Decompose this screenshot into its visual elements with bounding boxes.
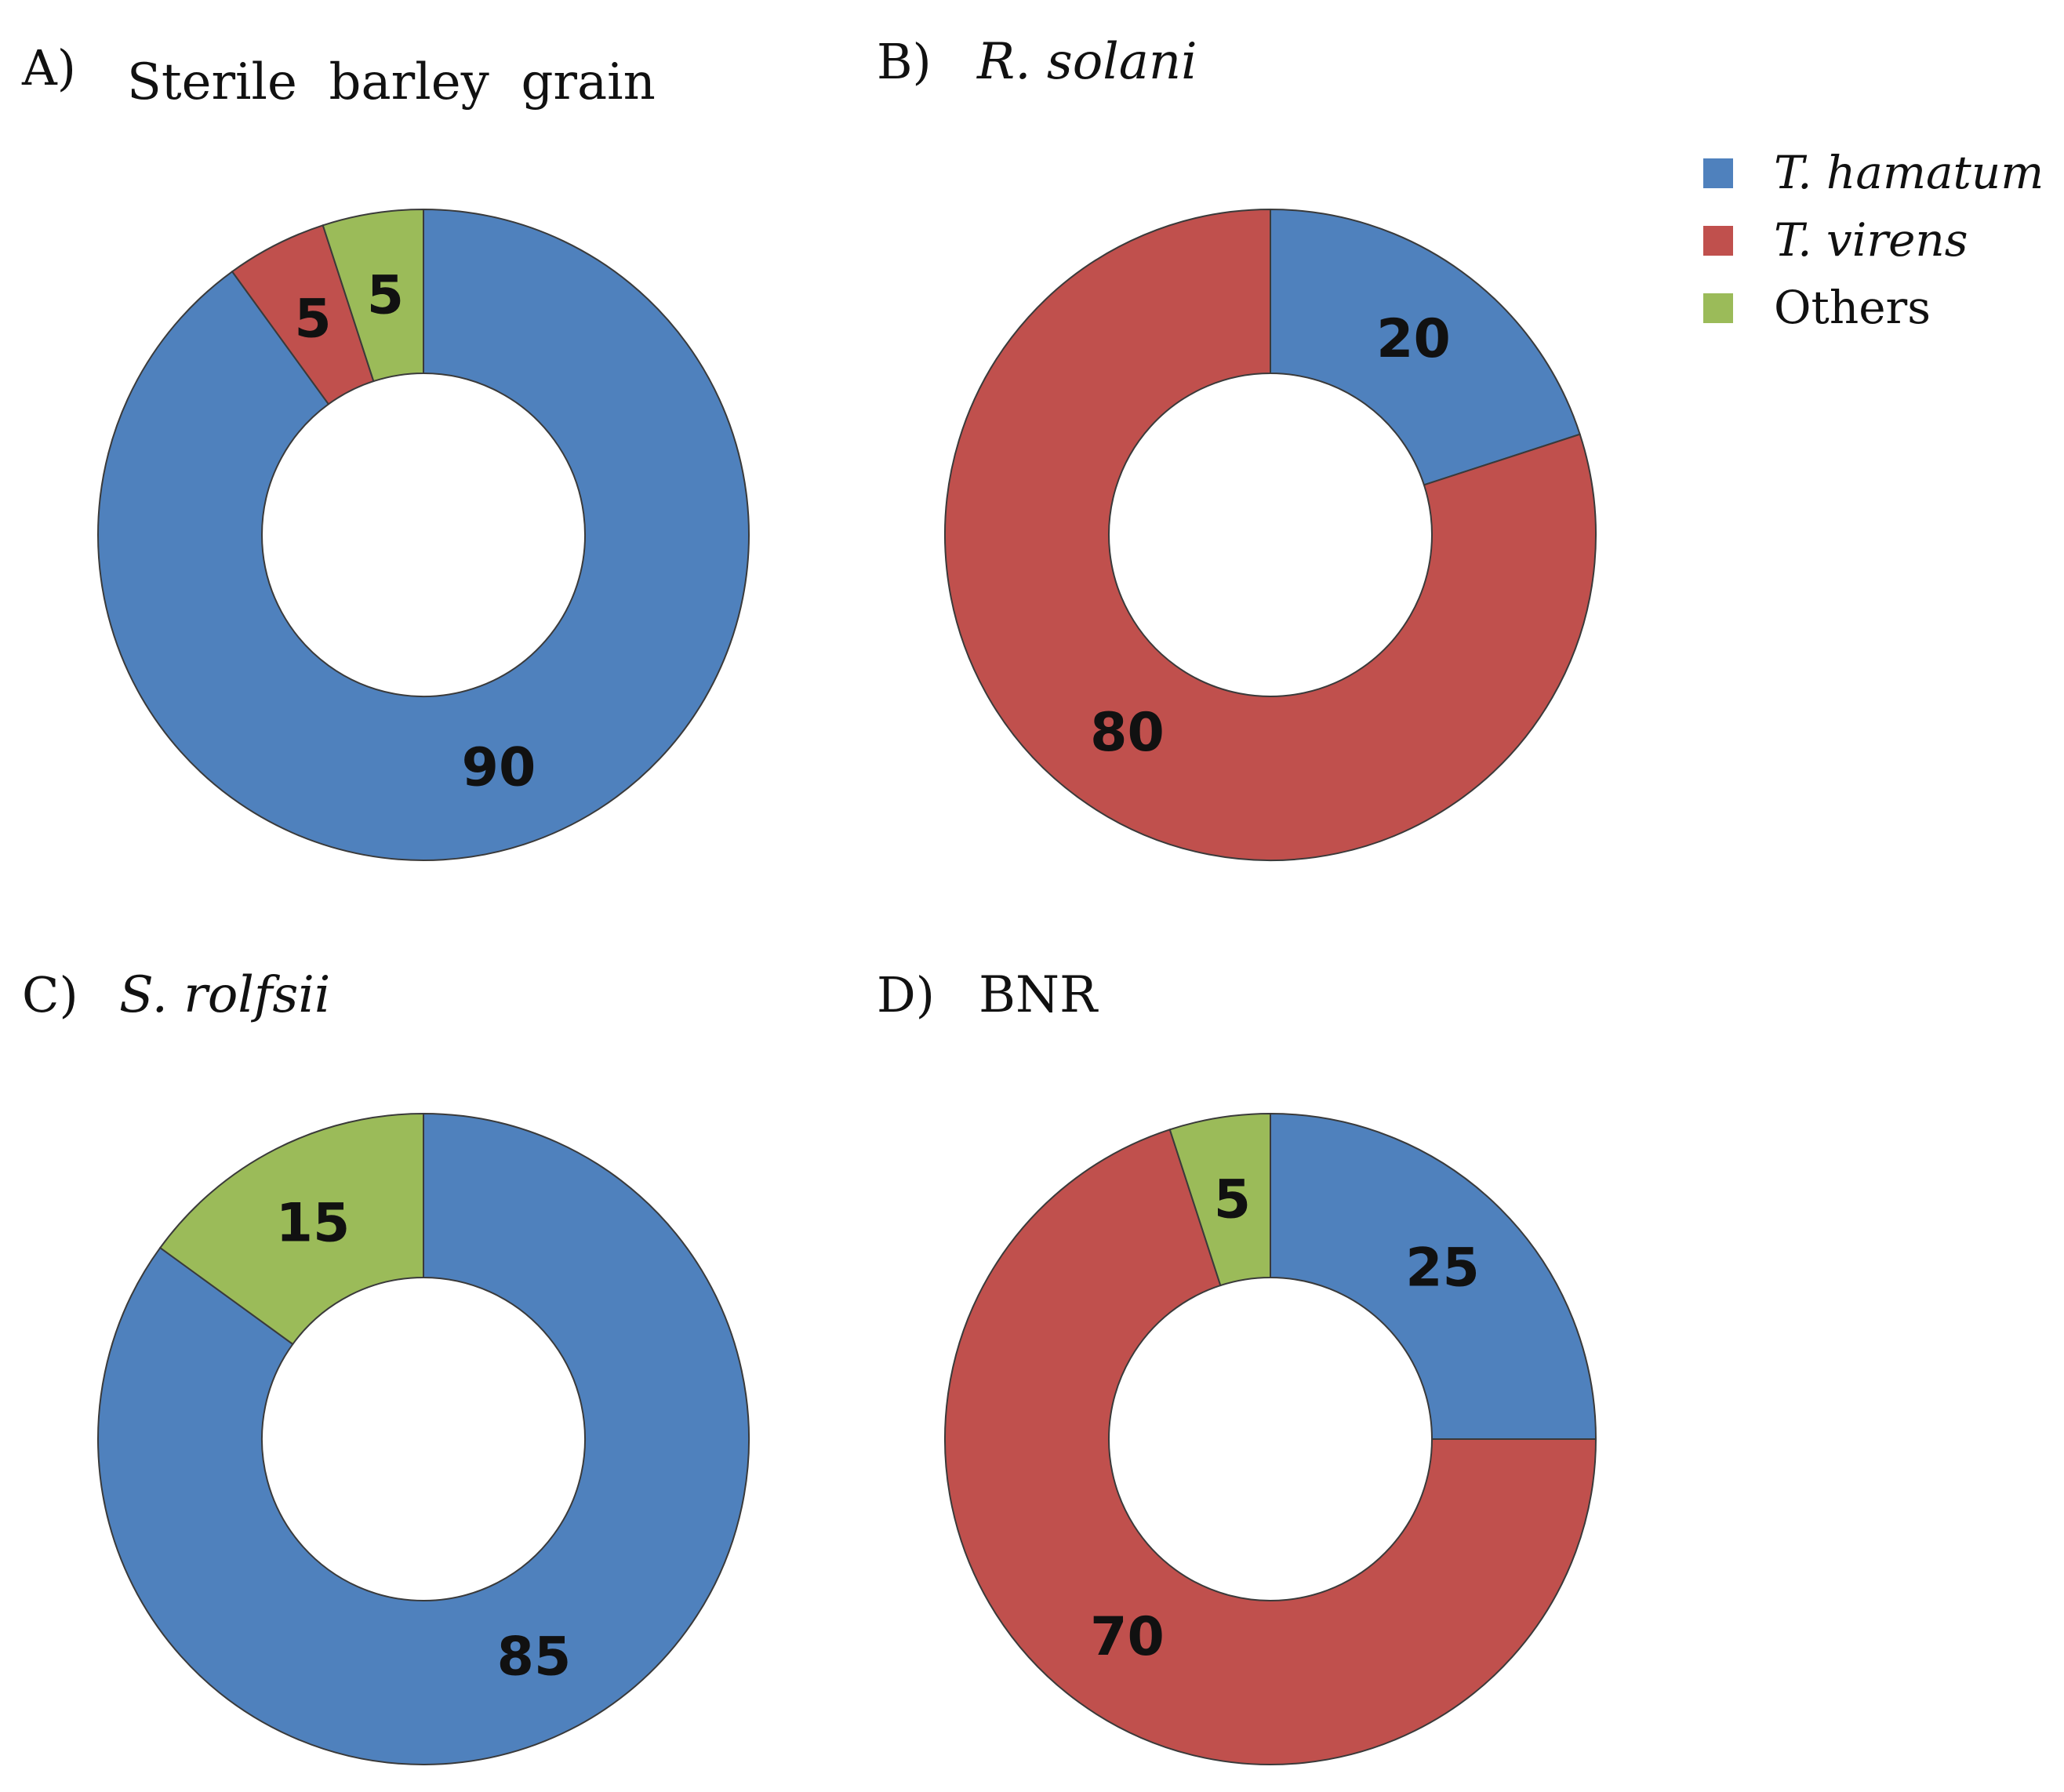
panel-title: BNR (979, 966, 1099, 1024)
slice-t-hamatum (1270, 1112, 1597, 1440)
data-label: 25 (1405, 1237, 1480, 1299)
slice-others (1168, 1112, 1271, 1287)
legend-label: T. virens (1774, 213, 1968, 267)
panel-title: Sterile barley grain (127, 53, 656, 111)
legend: T. hamatum T. virens Others (1703, 146, 2044, 334)
panel-label: B) (877, 33, 932, 90)
legend-swatch (1703, 226, 1733, 256)
data-label: 80 (1090, 702, 1165, 764)
slice-t-hamatum (97, 208, 750, 861)
data-label: 20 (1376, 308, 1451, 370)
data-label: 70 (1090, 1606, 1165, 1668)
slice-t-hamatum (97, 1112, 750, 1765)
donut-panel-2: B) R. solani 20 80 (877, 33, 1597, 861)
donut-panel-3: C) S. rolfsii 85 15 (22, 966, 750, 1765)
data-label: 85 (497, 1627, 572, 1688)
panel-title: R. solani (976, 33, 1197, 91)
data-label: 15 (276, 1192, 351, 1254)
data-label: 5 (1214, 1169, 1251, 1230)
panel-label: D) (877, 966, 935, 1023)
legend-swatch (1703, 158, 1733, 188)
legend-swatch (1703, 293, 1733, 323)
panel-title: S. rolfsii (119, 966, 330, 1024)
data-label: 90 (462, 736, 536, 798)
slice-others (158, 1112, 424, 1346)
slice-t-virens (944, 1129, 1597, 1765)
slice-others (322, 208, 424, 383)
slice-t-hamatum (1270, 208, 1581, 486)
donut-panel-1: A) Sterile barley grain 90 5 5 (21, 39, 750, 861)
slice-t-virens (944, 208, 1597, 861)
data-label: 5 (367, 264, 404, 326)
legend-label: Others (1774, 281, 1931, 334)
panel-label: A) (21, 39, 76, 96)
donut-panel-4: D) BNR 25 70 5 (877, 966, 1597, 1765)
panel-label: C) (22, 966, 78, 1023)
legend-label: T. hamatum (1774, 146, 2044, 199)
data-label: 5 (294, 288, 331, 350)
